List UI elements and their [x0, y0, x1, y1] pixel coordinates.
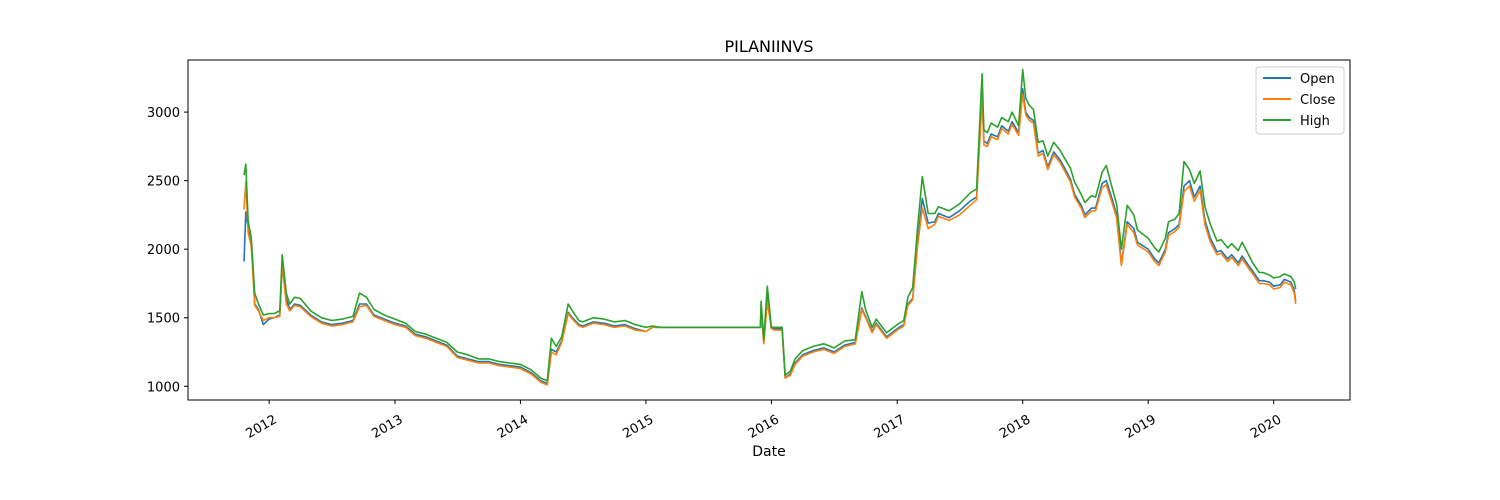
y-tick-label: 3000: [147, 106, 180, 121]
y-tick-label: 1000: [147, 380, 180, 395]
chart-title: PILANIINVS: [724, 37, 813, 56]
series-line-close: [243, 93, 1297, 386]
legend-label-open: Open: [1300, 72, 1335, 87]
legend-box: [1255, 66, 1345, 135]
legend: Open Close High: [1255, 66, 1345, 135]
plot-frame: [187, 59, 1351, 401]
legend-label-high: High: [1300, 114, 1330, 129]
series-line-high: [243, 68, 1297, 382]
y-axis-ticks: 1000 1500 2000 2500 3000: [147, 106, 188, 395]
y-tick-label: 1500: [147, 312, 180, 327]
y-tick-label: 2000: [147, 243, 180, 258]
legend-label-close: Close: [1300, 93, 1335, 108]
y-tick-label: 2500: [147, 175, 180, 190]
x-axis-label: Date: [752, 444, 785, 460]
series-lines: [243, 68, 1297, 386]
